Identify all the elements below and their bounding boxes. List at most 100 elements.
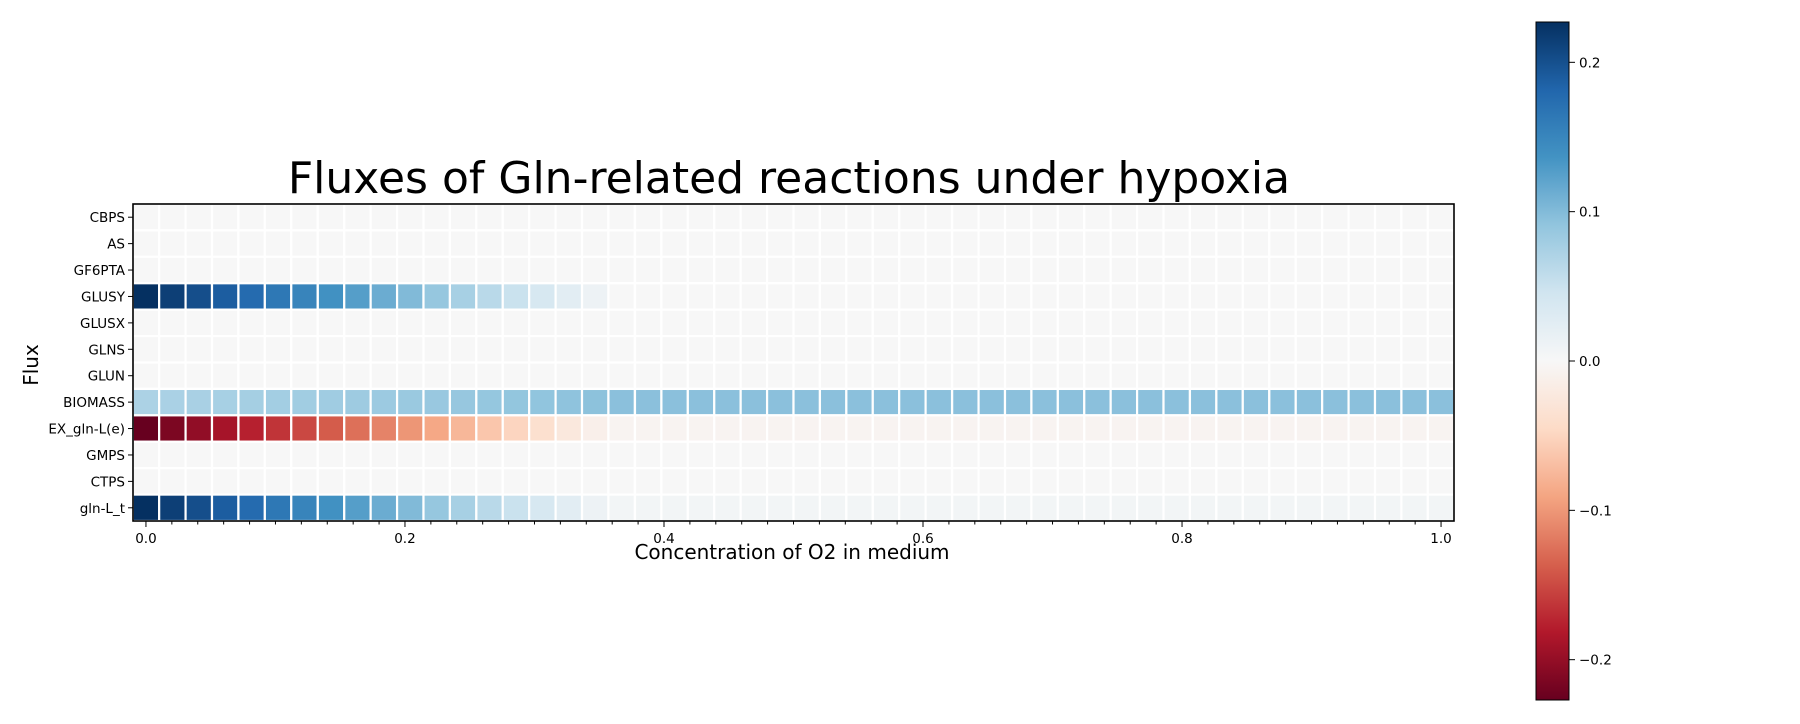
cell-gmps-11 xyxy=(422,440,452,470)
cell-biomass-10 xyxy=(395,387,425,417)
cell-as-42 xyxy=(1241,229,1271,258)
cell-as-11 xyxy=(422,229,452,258)
cell-glns-42 xyxy=(1241,334,1271,364)
cell-glns-40 xyxy=(1188,334,1218,364)
cell-glusy-20 xyxy=(660,282,689,311)
cell-biomass-9 xyxy=(369,387,399,417)
cell-glusx-39 xyxy=(1162,308,1192,338)
cell-gf6pta-10 xyxy=(395,255,425,285)
cell-gln-l-t-45 xyxy=(1321,493,1350,523)
cell-gmps-27 xyxy=(845,440,874,470)
cell-ex-gln-l-e-13 xyxy=(475,414,504,443)
cell-gln-l-t-25 xyxy=(792,493,822,523)
cell-glusy-11 xyxy=(422,282,452,311)
cell-glusx-29 xyxy=(898,308,927,338)
cell-glns-37 xyxy=(1109,334,1139,364)
cell-gln-l-t-6 xyxy=(290,493,319,523)
cell-ctps-46 xyxy=(1347,467,1377,496)
cell-glusx-21 xyxy=(686,308,716,338)
cell-gln-l-t-41 xyxy=(1215,493,1244,523)
cell-glun-20 xyxy=(660,361,689,391)
cell-glns-35 xyxy=(1056,334,1086,364)
cell-gf6pta-25 xyxy=(792,255,822,285)
cell-gmps-24 xyxy=(765,440,795,470)
cell-biomass-26 xyxy=(818,387,848,417)
cell-glns-44 xyxy=(1294,334,1324,364)
cell-glusx-33 xyxy=(1003,308,1033,338)
cell-glns-13 xyxy=(475,334,504,364)
cell-ex-gln-l-e-37 xyxy=(1109,414,1139,443)
cell-gf6pta-32 xyxy=(977,255,1007,285)
cell-gmps-31 xyxy=(951,440,980,470)
cell-as-37 xyxy=(1109,229,1139,258)
cell-ex-gln-l-e-23 xyxy=(739,414,769,443)
cell-biomass-4 xyxy=(237,387,266,417)
cell-cbps-11 xyxy=(422,202,452,232)
cell-glns-46 xyxy=(1347,334,1377,364)
cell-glns-48 xyxy=(1400,334,1429,364)
row-label-gmps: GMPS xyxy=(86,448,125,464)
cell-cbps-1 xyxy=(158,202,187,232)
cell-as-16 xyxy=(554,229,584,258)
cell-cbps-33 xyxy=(1003,202,1033,232)
cell-gf6pta-0 xyxy=(131,255,161,285)
cell-as-2 xyxy=(184,229,214,258)
cell-biomass-17 xyxy=(580,387,610,417)
cell-glun-0 xyxy=(131,361,161,391)
cell-gf6pta-28 xyxy=(871,255,901,285)
cell-biomass-44 xyxy=(1294,387,1324,417)
cell-as-15 xyxy=(528,229,557,258)
cell-ex-gln-l-e-11 xyxy=(422,414,452,443)
cell-biomass-2 xyxy=(184,387,214,417)
cell-ctps-20 xyxy=(660,467,689,496)
cell-gf6pta-44 xyxy=(1294,255,1324,285)
colorbar-tick-label-4: −0.2 xyxy=(1579,653,1612,669)
cell-gln-l-t-38 xyxy=(1135,493,1165,523)
row-label-cbps: CBPS xyxy=(90,210,125,226)
cell-biomass-27 xyxy=(845,387,874,417)
cell-cbps-35 xyxy=(1056,202,1086,232)
cell-ex-gln-l-e-9 xyxy=(369,414,399,443)
cell-gln-l-t-40 xyxy=(1188,493,1218,523)
cell-glun-45 xyxy=(1321,361,1350,391)
cell-glns-3 xyxy=(210,334,240,364)
cell-cbps-16 xyxy=(554,202,584,232)
cell-ex-gln-l-e-22 xyxy=(713,414,742,443)
cell-gmps-38 xyxy=(1135,440,1165,470)
cell-cbps-3 xyxy=(210,202,240,232)
cell-cbps-9 xyxy=(369,202,399,232)
cell-glusx-46 xyxy=(1347,308,1377,338)
cell-glusx-43 xyxy=(1268,308,1297,338)
cell-glun-17 xyxy=(580,361,610,391)
cell-gln-l-t-32 xyxy=(977,493,1007,523)
cell-glun-44 xyxy=(1294,361,1324,391)
cell-ex-gln-l-e-40 xyxy=(1188,414,1218,443)
cell-gf6pta-30 xyxy=(924,255,954,285)
cell-glusy-24 xyxy=(765,282,795,311)
cell-glusx-16 xyxy=(554,308,584,338)
cell-biomass-20 xyxy=(660,387,689,417)
cell-as-12 xyxy=(448,229,478,258)
cell-gf6pta-41 xyxy=(1215,255,1244,285)
cell-ctps-22 xyxy=(713,467,742,496)
cell-ex-gln-l-e-42 xyxy=(1241,414,1271,443)
cell-glusy-4 xyxy=(237,282,266,311)
cell-ctps-4 xyxy=(237,467,266,496)
cell-glns-7 xyxy=(316,334,346,364)
cell-glusy-44 xyxy=(1294,282,1324,311)
cell-gmps-42 xyxy=(1241,440,1271,470)
cell-biomass-43 xyxy=(1268,387,1297,417)
cell-ctps-28 xyxy=(871,467,901,496)
cell-glns-16 xyxy=(554,334,584,364)
cell-ctps-33 xyxy=(1003,467,1033,496)
row-label-glusx: GLUSX xyxy=(80,316,125,332)
cell-gmps-34 xyxy=(1030,440,1059,470)
cell-glusy-26 xyxy=(818,282,848,311)
cell-cbps-30 xyxy=(924,202,954,232)
cell-glusy-8 xyxy=(343,282,372,311)
cell-glns-45 xyxy=(1321,334,1350,364)
cell-glun-13 xyxy=(475,361,504,391)
cell-glusy-13 xyxy=(475,282,504,311)
cell-glns-41 xyxy=(1215,334,1244,364)
cell-cbps-39 xyxy=(1162,202,1192,232)
